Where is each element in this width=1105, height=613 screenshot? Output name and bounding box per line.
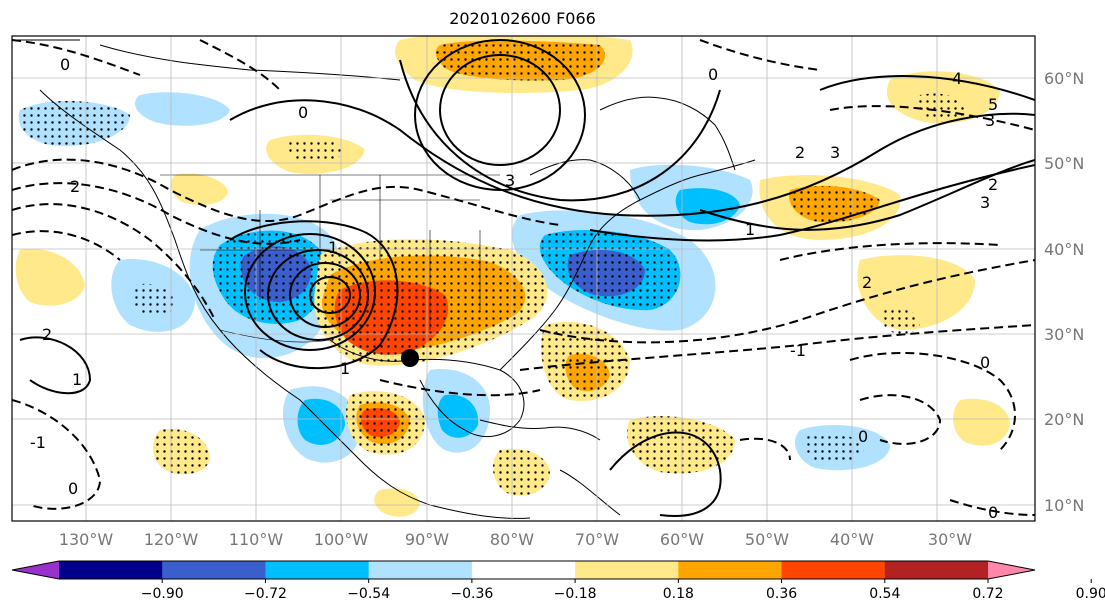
colorbar-bin [884, 561, 989, 579]
dashed-contour-layer [12, 39, 1035, 516]
contour-label: 2 [795, 143, 805, 162]
colorbar-tick-label: −0.36 [450, 586, 493, 602]
colorbar-bin [265, 561, 370, 579]
lat-label: 10°N [1044, 496, 1084, 515]
lon-label: 130°W [59, 530, 114, 549]
lon-label: 60°W [660, 530, 704, 549]
colorbar-extend-max [988, 561, 1035, 579]
lat-label: 40°N [1044, 240, 1084, 259]
lat-label: 30°N [1044, 325, 1084, 344]
lon-label: 100°W [314, 530, 369, 549]
contour-label: 1 [72, 370, 82, 389]
lat-label: 50°N [1044, 154, 1084, 173]
colorbar-tick-label: −0.54 [347, 586, 390, 602]
lon-label: 110°W [229, 530, 284, 549]
contour-label: 1 [340, 359, 350, 378]
colorbar-tick-label: 0.72 [972, 586, 1003, 602]
contour-layer [19, 39, 1035, 517]
colorbar-bin [471, 561, 576, 579]
colorbar-tick-label: 0.90 [1076, 586, 1105, 602]
colorbar-tick-label: −0.72 [244, 586, 287, 602]
colorbar-bin [162, 561, 266, 579]
colorbar-tick-label: 0.36 [766, 586, 797, 602]
lat-label: 20°N [1044, 410, 1084, 429]
contour-label: 0 [68, 479, 78, 498]
latitude-labels: 60°N 50°N 40°N 30°N 20°N 10°N [1044, 69, 1084, 515]
contour-label: 1 [328, 238, 338, 257]
lon-label: 70°W [575, 530, 619, 549]
lon-label: 90°W [405, 530, 449, 549]
contour-label: 3 [985, 111, 995, 130]
contour-label: 2 [42, 325, 52, 344]
contour-label: 3 [505, 171, 515, 190]
longitude-labels: 130°W 120°W 110°W 100°W 90°W 80°W 70°W 6… [59, 530, 972, 549]
contour-label: 0 [60, 55, 70, 74]
contour-label: -1 [790, 341, 806, 360]
lon-label: 30°W [928, 530, 972, 549]
coastline-layer [12, 39, 756, 519]
colorbar-tick-label: 0.18 [663, 586, 694, 602]
lon-label: 80°W [490, 530, 534, 549]
contour-label: 2 [988, 175, 998, 194]
location-marker [401, 349, 419, 367]
contour-label: 2 [862, 273, 872, 292]
map-frame [11, 35, 1036, 522]
contour-label: 0 [988, 503, 998, 522]
colorbar: −0.90 −0.72 −0.54 −0.36 −0.18 0.18 0.36 0.54 0.7… [11, 560, 1105, 602]
map-title: 2020102600 F066 [449, 9, 596, 28]
contour-label: 4 [952, 69, 962, 88]
colorbar-extend-min [12, 561, 59, 579]
contour-labels: 0 1 2 3 0 2 3 4 5 3 2 3 1 0 1 2 -1 0 0 2… [30, 55, 998, 522]
colorbar-bin [368, 561, 473, 579]
lon-label: 120°W [144, 530, 199, 549]
lon-label: 50°W [745, 530, 789, 549]
colorbar-tick-label: −0.90 [141, 586, 184, 602]
contour-label: 3 [830, 143, 840, 162]
colorbar-bin [59, 561, 163, 579]
contour-label: -1 [30, 433, 46, 452]
contour-label: 3 [980, 193, 990, 212]
colorbar-outline [11, 560, 1036, 580]
colorbar-tick-label: 0.54 [869, 586, 900, 602]
contour-label: 1 [745, 220, 755, 239]
contour-label: 0 [980, 353, 990, 372]
contour-label: 0 [298, 103, 308, 122]
lon-label: 40°W [830, 530, 874, 549]
colorbar-bin [678, 561, 783, 579]
contour-label: 0 [858, 427, 868, 446]
contour-label: 5 [988, 95, 998, 114]
contour-label: 0 [708, 65, 718, 84]
colorbar-tick-label: −0.18 [554, 586, 597, 602]
colorbar-bin [575, 561, 679, 579]
graticule [12, 36, 1035, 521]
lat-label: 60°N [1044, 69, 1084, 88]
colorbar-bin [781, 561, 886, 579]
contour-label: 2 [70, 177, 80, 196]
